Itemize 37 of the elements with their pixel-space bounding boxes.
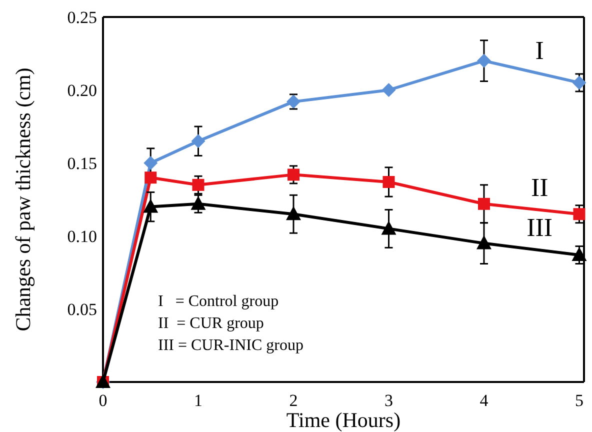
x-tick-label: 1 (194, 391, 202, 410)
point (382, 176, 395, 188)
point (144, 172, 157, 184)
point (286, 94, 300, 109)
x-tick-label: 0 (98, 391, 108, 410)
y-axis-title: Changes of paw thickness (cm) (11, 68, 35, 332)
annotation: I = Control group (158, 293, 279, 310)
y-tick-label: 0.05 (67, 300, 97, 319)
point (190, 196, 206, 210)
point (192, 178, 204, 191)
point (382, 83, 396, 97)
point (572, 76, 586, 90)
point (478, 198, 490, 210)
point (476, 235, 492, 250)
point (381, 220, 396, 235)
point (572, 246, 587, 261)
x-tick-label: 2 (289, 391, 298, 410)
y-tick-label: 0.10 (67, 226, 97, 246)
point (476, 54, 491, 68)
y-tick-label: 0.20 (67, 80, 97, 100)
y-tick-label: 0.25 (67, 8, 97, 27)
point (287, 168, 300, 181)
x-tick-label: 4 (480, 391, 489, 410)
series-label: III (526, 213, 553, 242)
point (286, 206, 301, 220)
point (143, 198, 158, 213)
x-axis-title: Time (Hours) (286, 408, 401, 432)
point (191, 134, 206, 148)
series-label: I (535, 36, 544, 65)
series-label: II (530, 173, 548, 202)
y-tick-label: 0.15 (67, 154, 97, 173)
x-tick-label: 5 (574, 391, 584, 410)
annotation: III = CUR-INIC group (158, 337, 304, 354)
point (573, 208, 586, 220)
x-tick-label: 3 (384, 391, 393, 410)
point (144, 156, 158, 170)
annotation: II = CUR group (158, 315, 264, 332)
